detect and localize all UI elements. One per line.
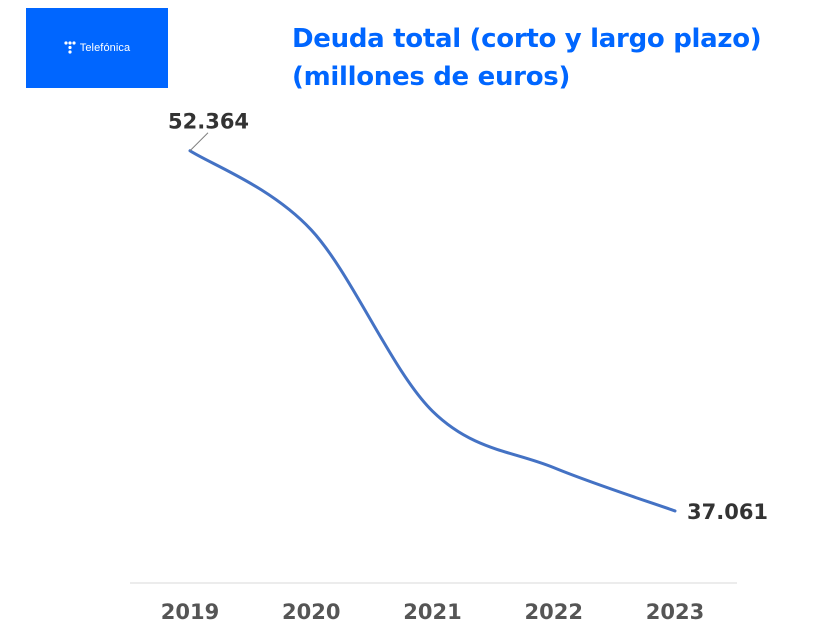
- chart-title: Deuda total (corto y largo plazo) (millo…: [292, 20, 762, 96]
- telefonica-t-icon: [64, 41, 76, 54]
- logo-text: Telefónica: [79, 42, 131, 54]
- telefonica-logo: Telefónica: [26, 8, 168, 88]
- x-tick-label-2021: 2021: [403, 600, 461, 624]
- data-label-leader-line: [189, 132, 209, 152]
- x-tick-label-2022: 2022: [525, 600, 583, 624]
- series-line-deuda-total: [188, 149, 677, 513]
- x-tick-label-2023: 2023: [646, 600, 704, 624]
- x-tick-label-2020: 2020: [282, 600, 340, 624]
- chart-title-line-2: (millones de euros): [292, 62, 571, 92]
- chart-title-line-1: Deuda total (corto y largo plazo): [292, 24, 762, 54]
- data-label-2023: 37.061: [687, 500, 768, 524]
- x-tick-label-2019: 2019: [161, 600, 219, 624]
- data-label-2019: 52.364: [168, 110, 249, 134]
